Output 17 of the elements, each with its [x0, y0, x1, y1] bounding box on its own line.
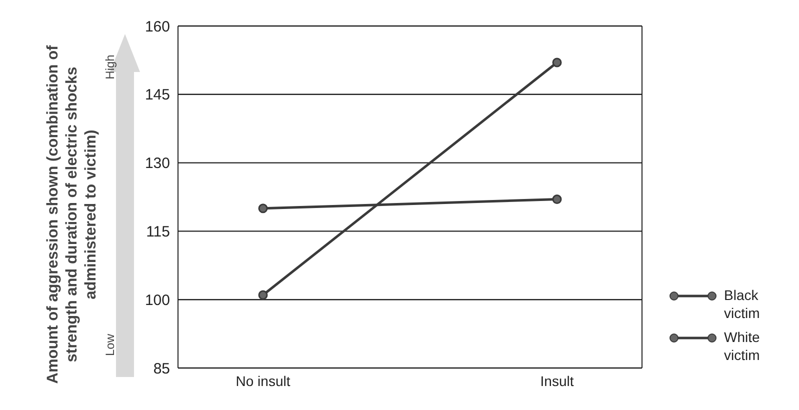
text: High — [103, 54, 117, 82]
point — [258, 290, 268, 300]
y-tick-label: 115 — [146, 224, 170, 241]
point — [258, 204, 268, 214]
y-tick-label: 145 — [144, 86, 170, 104]
y-tick-label: 85 — [153, 360, 170, 378]
text: Low — [103, 333, 117, 358]
y-axis-title: Amount of aggression shown (combination of strength and duration of electric shocks administered to victim) — [44, 44, 100, 386]
point — [552, 194, 562, 204]
x-tick-label: Insult — [540, 372, 574, 389]
legend-label: Black victim — [724, 286, 761, 322]
y-tick-label: 130 — [144, 155, 170, 172]
y-tick-label: 160 — [144, 18, 170, 36]
x-tick-label: No insult — [236, 372, 290, 389]
legend-label: White victim — [724, 328, 761, 364]
point — [552, 58, 562, 68]
y-tick-label: 100 — [144, 292, 170, 309]
